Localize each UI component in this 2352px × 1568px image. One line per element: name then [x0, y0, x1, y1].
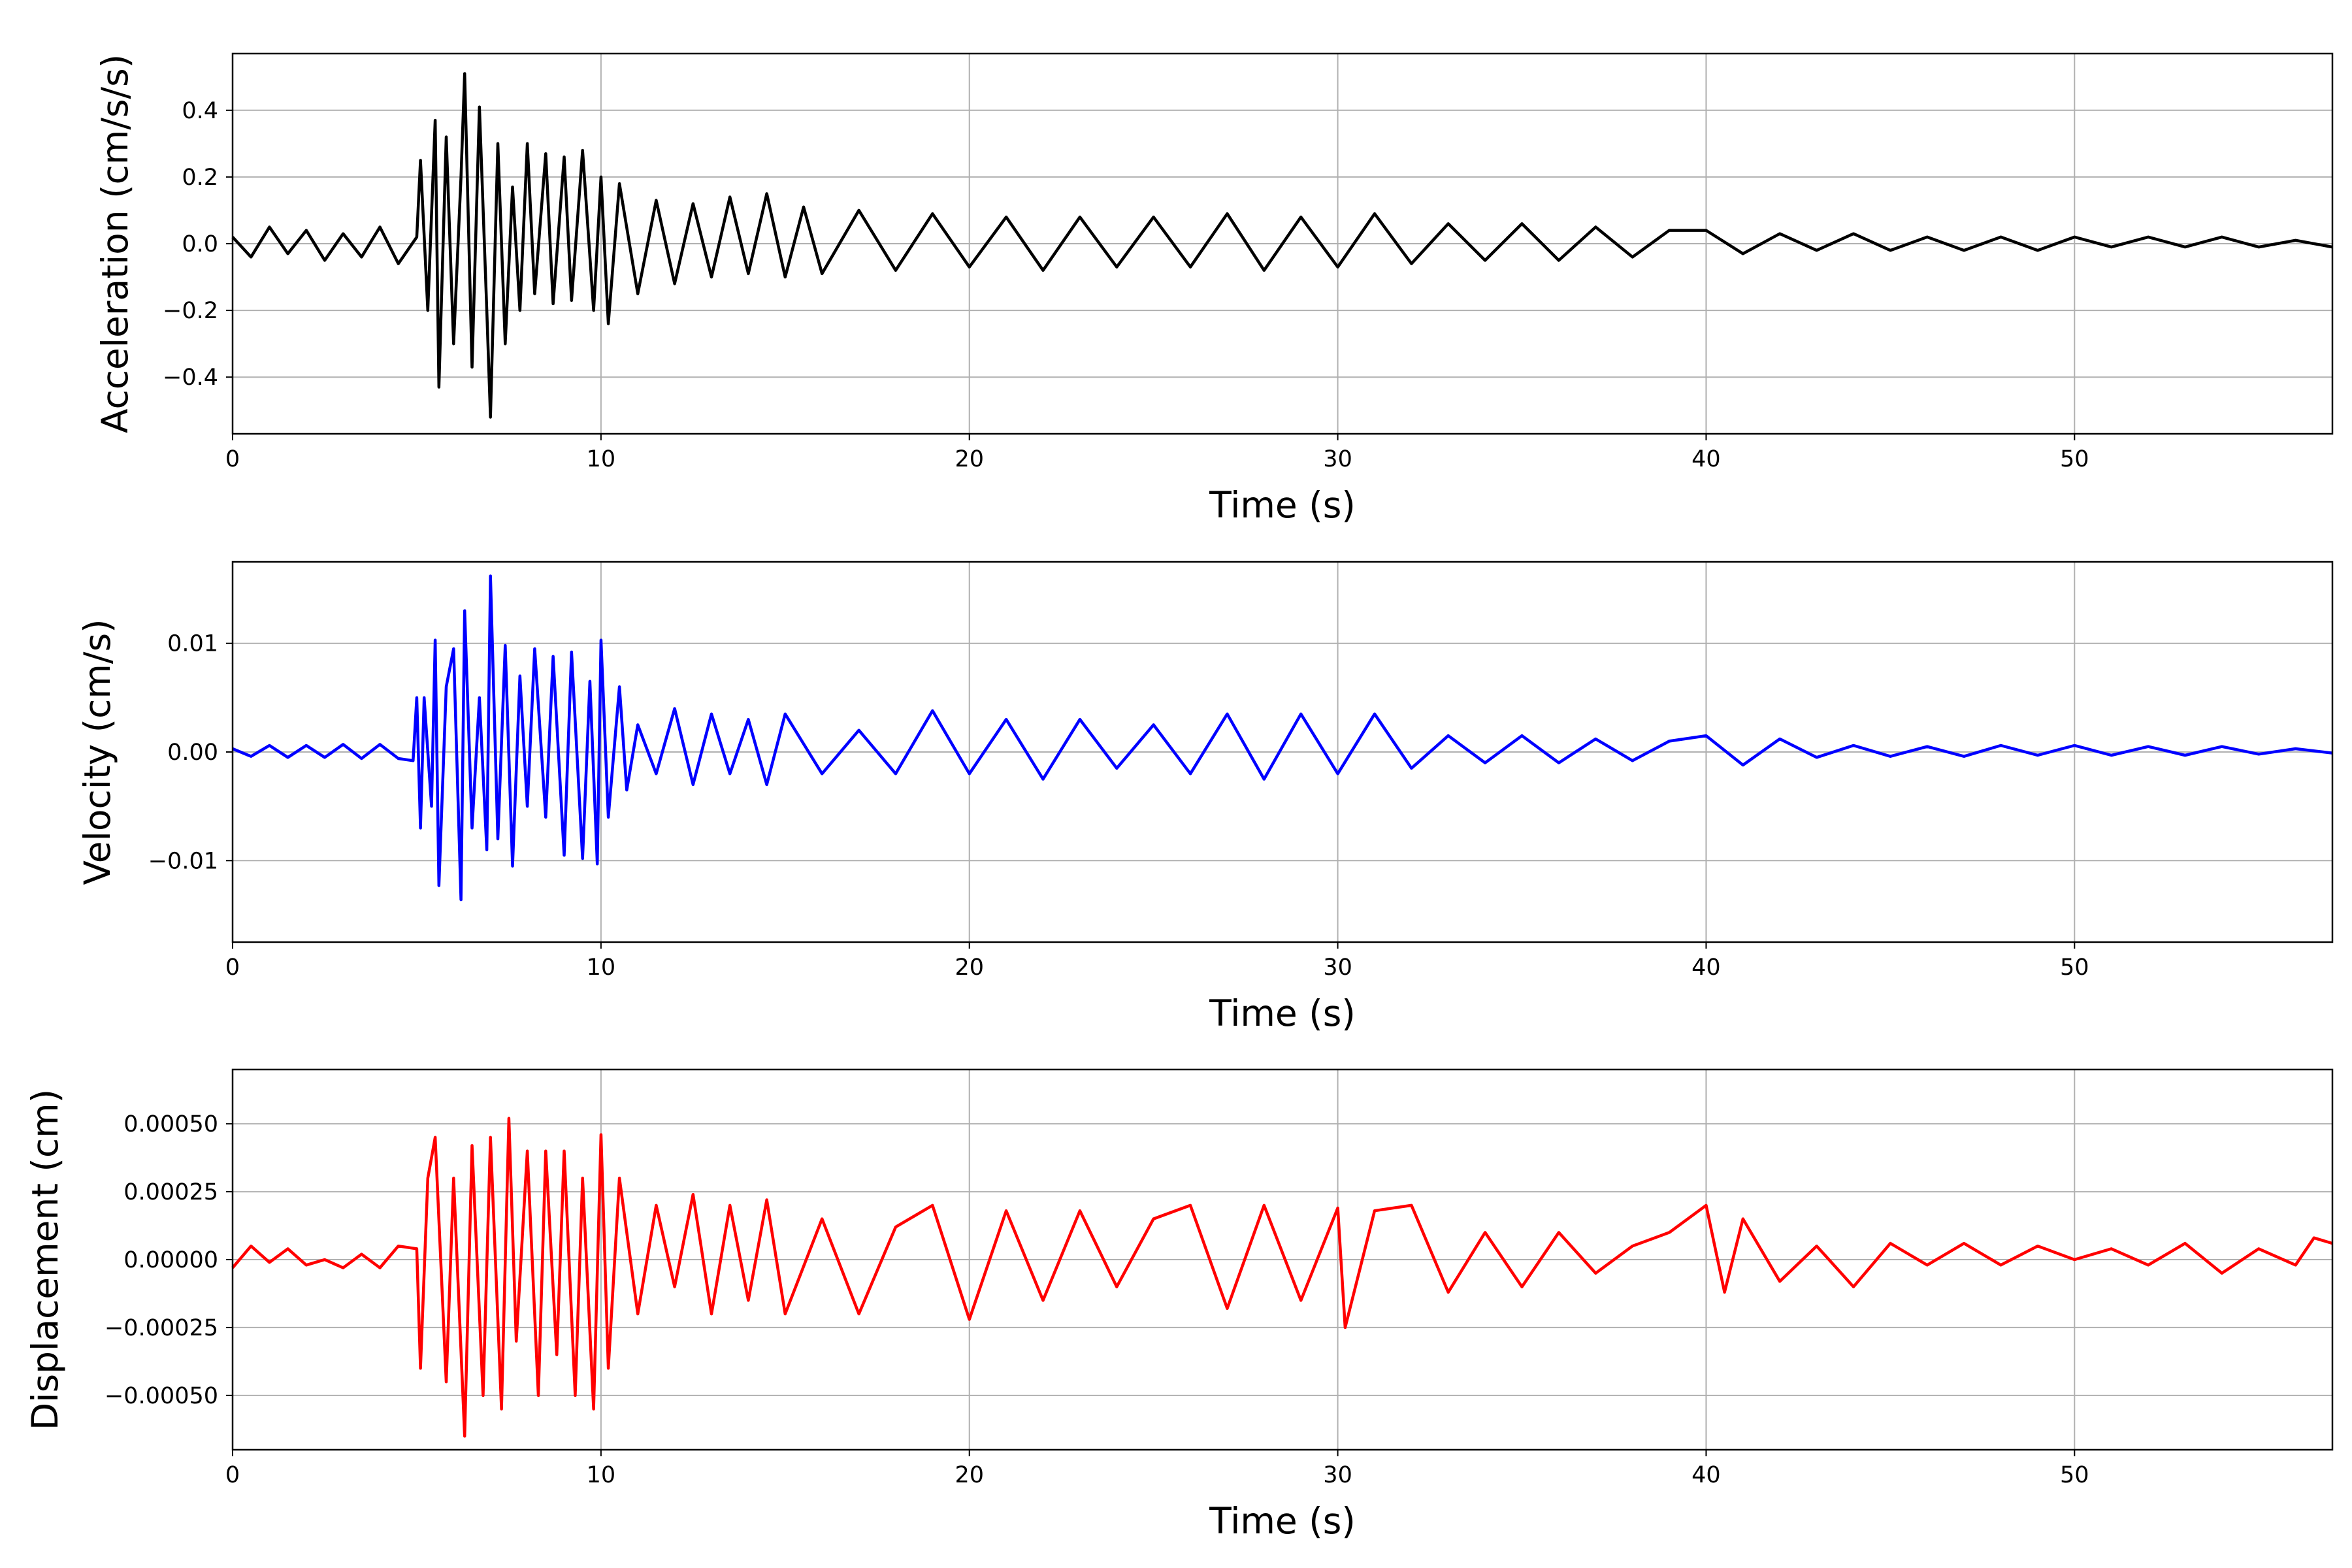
acceleration-x-tick-label: 10 — [587, 446, 616, 472]
velocity-x-tick-label: 20 — [955, 955, 984, 981]
acceleration-x-tick-label: 0 — [225, 446, 240, 472]
displacement-y-tick-label: −0.00050 — [105, 1383, 218, 1409]
acceleration-x-tick-label: 50 — [2060, 446, 2089, 472]
acceleration-y-axis-label: Acceleration (cm/s/s) — [94, 54, 136, 433]
displacement-x-tick-label: 20 — [955, 1462, 984, 1488]
displacement-x-tick-label: 40 — [1691, 1462, 1721, 1488]
acceleration-y-tick-label: −0.2 — [163, 298, 218, 324]
displacement-x-tick-label: 0 — [225, 1462, 240, 1488]
displacement-panel: 0 10 20 30 40 50 0.00050 0.00025 0.00000 −0.00025… — [24, 1068, 2334, 1542]
acceleration-x-tick-label: 40 — [1691, 446, 1721, 472]
velocity-x-axis-label: Time (s) — [1209, 992, 1356, 1034]
acceleration-series-line — [231, 72, 2333, 419]
velocity-y-tick-label: −0.01 — [148, 848, 218, 874]
velocity-series-line — [232, 574, 2333, 902]
velocity-y-axis-label: Velocity (cm/s) — [76, 619, 118, 885]
displacement-y-tick-label: 0.00025 — [123, 1179, 218, 1205]
velocity-x-tick-label: 30 — [1323, 955, 1352, 981]
velocity-x-tick-label: 50 — [2060, 955, 2089, 981]
displacement-x-axis-label: Time (s) — [1209, 1500, 1356, 1542]
acceleration-x-tick-label: 30 — [1323, 446, 1352, 472]
displacement-series-line — [231, 1117, 2333, 1438]
acceleration-y-tick-label: −0.4 — [163, 365, 218, 391]
acceleration-x-tick-label: 20 — [955, 446, 984, 472]
velocity-panel: 0 10 20 30 40 50 0.01 0.00 −0.01 Time (s) Velocity… — [76, 561, 2334, 1034]
displacement-y-tick-label: 0.00000 — [123, 1247, 218, 1273]
acceleration-y-tick-label: 0.4 — [182, 98, 218, 124]
velocity-x-tick-label: 10 — [587, 955, 616, 981]
acceleration-panel: 0 10 20 30 40 50 0.4 0.2 0.0 −0.2 −0.4 Time (s) Acce… — [94, 52, 2334, 526]
displacement-x-tick-label: 50 — [2060, 1462, 2089, 1488]
displacement-y-axis-label: Displacement (cm) — [24, 1089, 66, 1430]
acceleration-y-tick-label: 0.2 — [182, 165, 218, 191]
velocity-y-tick-label: 0.00 — [167, 740, 218, 766]
velocity-y-tick-label: 0.01 — [167, 631, 218, 657]
acceleration-y-tick-label: 0.0 — [182, 231, 218, 257]
displacement-x-tick-label: 30 — [1323, 1462, 1352, 1488]
displacement-y-tick-label: −0.00025 — [105, 1315, 218, 1341]
velocity-x-tick-label: 40 — [1691, 955, 1721, 981]
acceleration-x-axis-label: Time (s) — [1209, 484, 1356, 526]
displacement-x-tick-label: 10 — [587, 1462, 616, 1488]
velocity-x-tick-label: 0 — [225, 955, 240, 981]
displacement-y-tick-label: 0.00050 — [123, 1111, 218, 1137]
